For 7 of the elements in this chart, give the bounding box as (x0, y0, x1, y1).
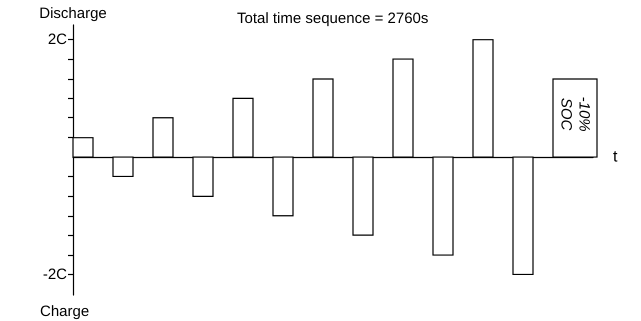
y-tick-label: -2C (42, 266, 68, 283)
y-axis-title: Discharge (39, 5, 107, 22)
chart-title: Total time sequence = 2760s (237, 10, 428, 27)
text: Charge (40, 303, 90, 320)
annotation: -10% SOC (558, 96, 592, 132)
y-tick-label: 2C (48, 31, 68, 48)
x-axis-title: t (613, 148, 618, 166)
